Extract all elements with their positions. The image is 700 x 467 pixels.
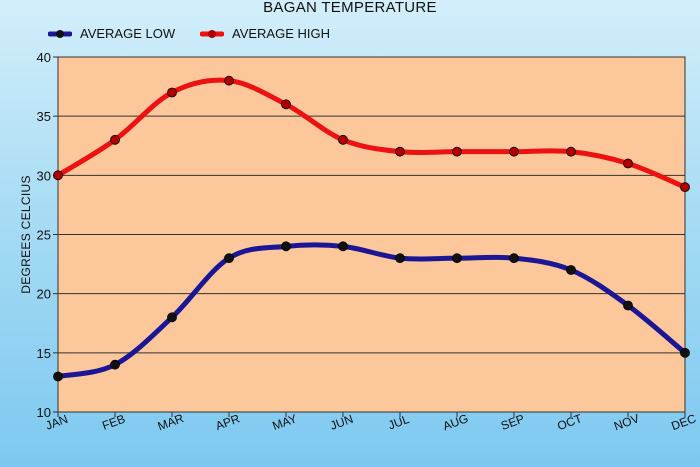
- legend-label-high: AVERAGE HIGH: [232, 26, 331, 41]
- x-tick-label: FEB: [100, 412, 127, 433]
- x-tick-label: NOV: [612, 411, 641, 433]
- x-tick-label: JUL: [386, 412, 411, 433]
- y-tick-label: 25: [37, 228, 51, 243]
- data-point-low: [281, 241, 291, 252]
- x-tick-label: SEP: [499, 412, 526, 433]
- data-point-high: [509, 146, 519, 157]
- x-tick-label: APR: [214, 411, 242, 433]
- data-point-high: [110, 134, 120, 145]
- legend-label-low: AVERAGE LOW: [80, 26, 176, 41]
- data-point-low: [509, 253, 519, 264]
- y-tick-label: 35: [37, 109, 51, 124]
- data-point-low: [53, 371, 63, 382]
- y-axis-label: DEGREES CELCIUS: [19, 175, 33, 294]
- data-point-low: [167, 312, 177, 323]
- data-point-high: [167, 87, 177, 98]
- data-point-high: [623, 158, 633, 169]
- data-point-low: [338, 241, 348, 252]
- data-point-high: [680, 182, 690, 193]
- data-point-high: [224, 75, 234, 86]
- data-point-high: [281, 99, 291, 110]
- y-tick-label: 30: [37, 168, 51, 183]
- legend-swatch-low: [48, 30, 72, 38]
- x-tick-label: OCT: [555, 411, 584, 433]
- y-tick-label: 10: [37, 405, 51, 420]
- data-point-low: [110, 359, 120, 370]
- data-point-high: [566, 146, 576, 157]
- data-point-low: [623, 300, 633, 311]
- legend-swatch-high: [200, 30, 224, 38]
- data-point-high: [338, 134, 348, 145]
- x-tick-label: MAY: [270, 411, 298, 433]
- data-point-low: [395, 253, 405, 264]
- data-point-high: [53, 170, 63, 181]
- x-tick-label: MAR: [156, 411, 186, 433]
- y-tick-label: 15: [37, 346, 51, 361]
- y-tick-label: 20: [37, 287, 51, 302]
- data-point-low: [680, 347, 690, 358]
- y-tick-label: 40: [37, 50, 51, 65]
- data-point-low: [224, 253, 234, 264]
- data-point-high: [395, 146, 405, 157]
- chart-title: BAGAN TEMPERATURE: [263, 0, 437, 16]
- x-tick-label: DEC: [669, 411, 698, 433]
- x-tick-label: AUG: [441, 411, 470, 433]
- x-tick-label: JUN: [328, 412, 355, 433]
- data-point-low: [452, 253, 462, 264]
- series-line-low: [55, 242, 688, 379]
- data-point-high: [452, 146, 462, 157]
- data-point-low: [566, 265, 576, 275]
